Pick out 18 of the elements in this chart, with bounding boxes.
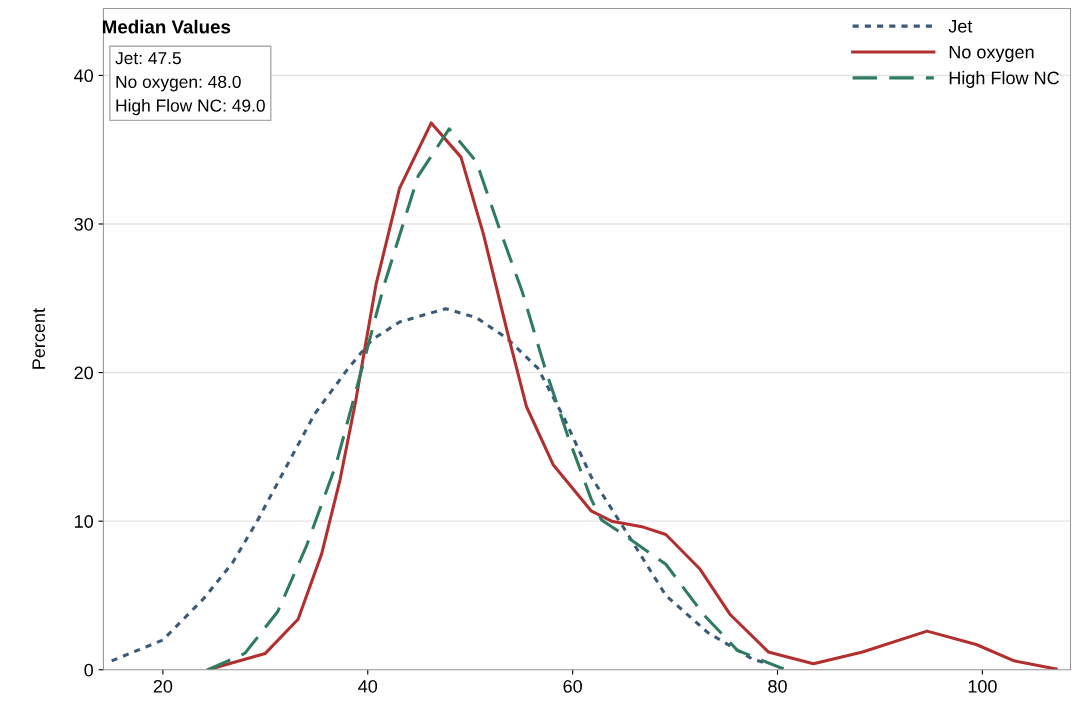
x-tick-label: 20	[153, 679, 173, 693]
x-tick-label: 60	[563, 679, 582, 693]
x-tick-label: 40	[358, 679, 378, 693]
x-tick-label: 100	[968, 679, 997, 693]
legend-label: Jet	[948, 20, 973, 33]
annotation: Jet: 47.5	[115, 52, 181, 65]
legend-label: No oxygen	[949, 45, 1034, 63]
y-tick-label: 40	[74, 69, 94, 83]
annotation: No oxygen: 48.0	[116, 75, 241, 92]
x-tick-label: 80	[768, 679, 787, 693]
y-tick-label: 0	[84, 663, 94, 677]
y-tick-label: 30	[74, 217, 94, 231]
y-tick-label: 20	[74, 366, 94, 380]
y-tick-label: 10	[75, 515, 94, 528]
annotation: High Flow NC: 49.0	[116, 98, 265, 116]
annotation: Median Values	[102, 19, 231, 34]
legend-label: High Flow NC	[949, 71, 1059, 88]
y-axis-title: Percent	[32, 308, 46, 369]
